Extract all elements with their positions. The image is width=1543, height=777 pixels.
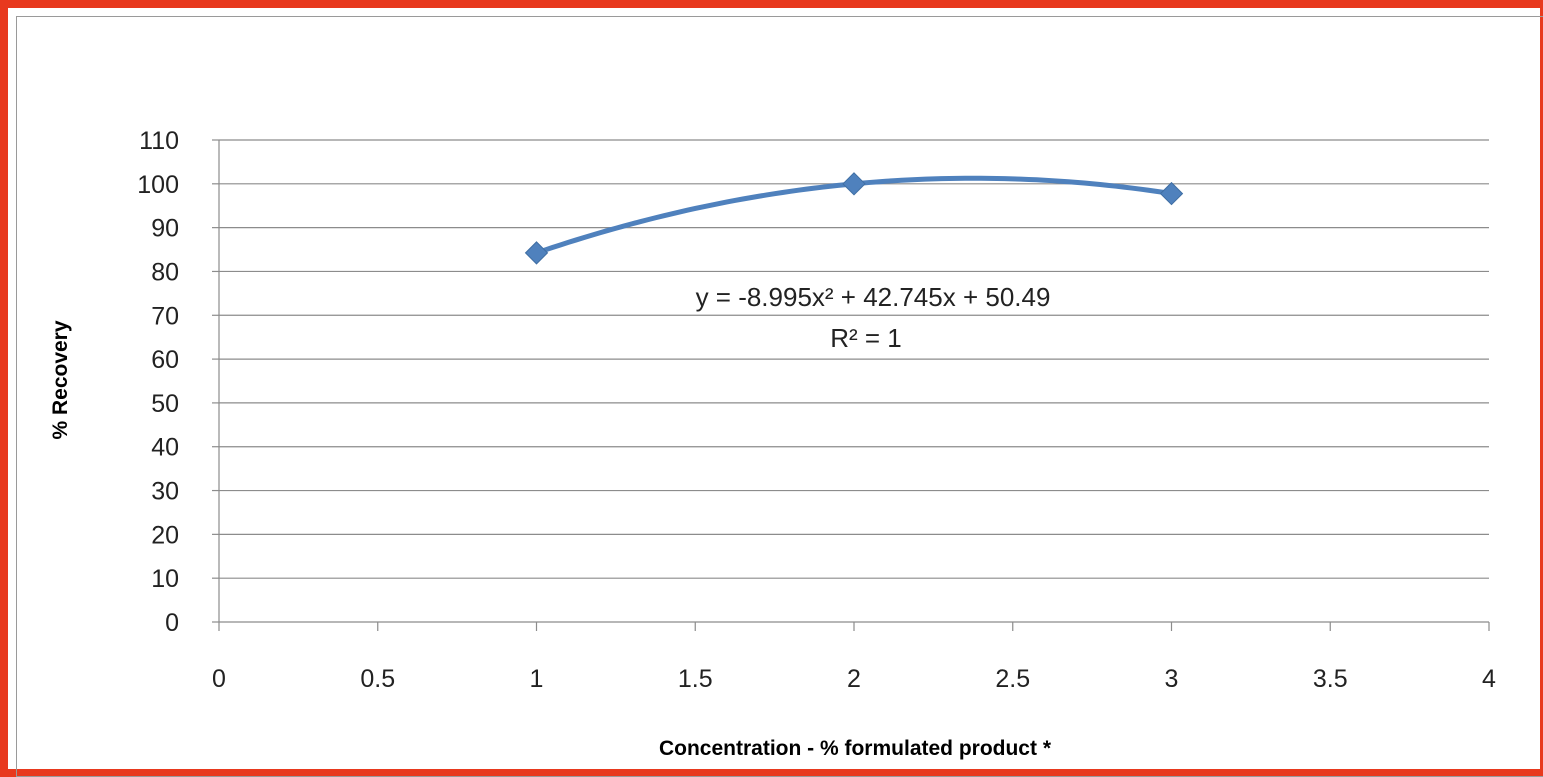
data-point-marker xyxy=(524,241,549,265)
y-tick-label: 40 xyxy=(151,434,179,462)
r-squared-label: R² = 1 xyxy=(830,323,902,353)
data-point-marker xyxy=(842,172,866,196)
x-tick-label: 0.5 xyxy=(360,665,395,693)
x-axis-title: Concentration - % formulated product * xyxy=(659,737,1052,760)
x-tick-label: 1 xyxy=(530,665,544,693)
x-tick-label: 2.5 xyxy=(995,665,1030,693)
x-tick-label: 1.5 xyxy=(678,665,713,693)
y-tick-label: 110 xyxy=(139,127,179,155)
y-tick-label: 80 xyxy=(151,258,179,286)
y-tick-label: 70 xyxy=(151,302,179,330)
gridlines xyxy=(219,139,1489,579)
y-tick-label: 60 xyxy=(151,346,179,374)
y-tick-label: 50 xyxy=(151,390,179,418)
data-point-marker xyxy=(1159,181,1184,206)
y-tick-label: 30 xyxy=(151,478,179,506)
data-points xyxy=(524,172,1184,265)
x-tick-label: 3.5 xyxy=(1313,665,1348,693)
y-tick-label: 100 xyxy=(137,171,179,199)
y-tick-label: 90 xyxy=(151,215,179,243)
y-tick-label: 20 xyxy=(151,521,179,549)
axes xyxy=(212,139,1490,631)
y-tick-label: 10 xyxy=(151,565,179,593)
trendline-equation: y = -8.995x² + 42.745x + 50.49 xyxy=(696,282,1051,312)
x-tick-label: 3 xyxy=(1165,665,1179,693)
y-tick-label: 0 xyxy=(165,609,179,637)
x-tick-label: 2 xyxy=(847,665,861,693)
y-axis-title: % Recovery xyxy=(49,320,72,439)
x-tick-label: 4 xyxy=(1482,665,1496,693)
x-tick-label: 0 xyxy=(212,665,226,693)
tick-labels: 0 10 20 30 40 50 60 70 80 90 100 110 0 0.5 1 1.5 2 2.5 3 3.… xyxy=(137,127,1496,693)
